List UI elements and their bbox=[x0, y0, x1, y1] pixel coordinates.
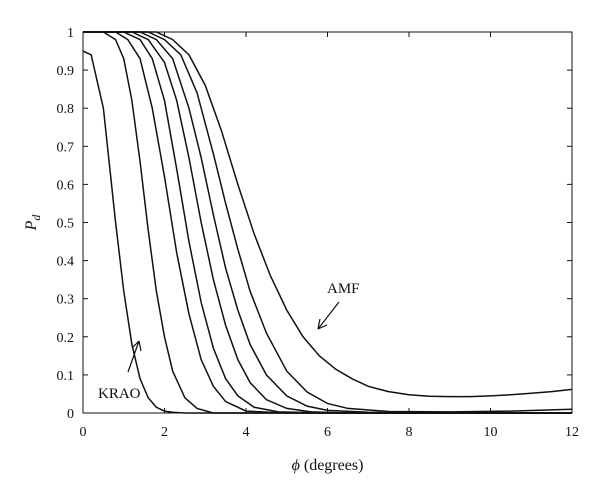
arrow-amf bbox=[317, 301, 340, 330]
x-axis-label-text: (degrees) bbox=[300, 457, 364, 474]
y-axis-label-sub: d bbox=[29, 214, 43, 221]
y-tick-label: 0.3 bbox=[57, 293, 75, 308]
series-line-8 bbox=[83, 31, 573, 398]
x-tick-label: 10 bbox=[484, 425, 498, 440]
series-line-3 bbox=[83, 31, 572, 414]
series-line-6 bbox=[83, 31, 572, 414]
x-axis-ticks: 0 2 4 6 8 10 12 bbox=[80, 32, 579, 440]
y-tick-label: 0.4 bbox=[57, 255, 75, 270]
y-tick-label: 1 bbox=[67, 26, 74, 41]
series-line-5 bbox=[83, 31, 572, 414]
y-axis-ticks: 0 0.1 0.2 0.3 0.4 0.5 0.6 0.7 0.8 0.9 1 bbox=[57, 26, 572, 422]
series-line-7 bbox=[83, 31, 573, 413]
x-tick-label: 12 bbox=[565, 425, 579, 440]
y-tick-label: 0.6 bbox=[57, 178, 75, 193]
y-tick-label: 0 bbox=[67, 407, 74, 422]
x-tick-label: 8 bbox=[406, 425, 413, 440]
series-line-4 bbox=[83, 31, 572, 414]
y-tick-label: 0.8 bbox=[57, 102, 75, 117]
plot-frame bbox=[82, 31, 573, 414]
series-line-1 bbox=[82, 50, 572, 414]
y-axis-label: Pd bbox=[23, 214, 43, 232]
x-axis-label-symbol: ϕ bbox=[292, 457, 300, 474]
x-axis-label: ϕ (degrees) bbox=[292, 457, 364, 474]
annotation-amf: AMF bbox=[327, 281, 360, 297]
arrow-krao bbox=[127, 340, 142, 373]
x-tick-label: 6 bbox=[324, 425, 331, 440]
y-tick-label: 0.2 bbox=[57, 331, 75, 346]
x-tick-label: 4 bbox=[243, 425, 250, 440]
x-tick-label: 0 bbox=[80, 425, 87, 440]
y-axis-label-main: P bbox=[23, 220, 40, 231]
annotations: KRAO AMF bbox=[98, 281, 360, 402]
y-tick-label: 0.9 bbox=[57, 64, 75, 79]
x-tick-label: 2 bbox=[161, 425, 168, 440]
y-tick-label: 0.7 bbox=[57, 140, 75, 155]
y-tick-label: 0.1 bbox=[57, 369, 75, 384]
y-tick-label: 0.5 bbox=[57, 217, 75, 232]
series-line-2 bbox=[83, 31, 572, 414]
series-lines bbox=[82, 31, 573, 414]
annotation-krao: KRAO bbox=[98, 386, 141, 402]
